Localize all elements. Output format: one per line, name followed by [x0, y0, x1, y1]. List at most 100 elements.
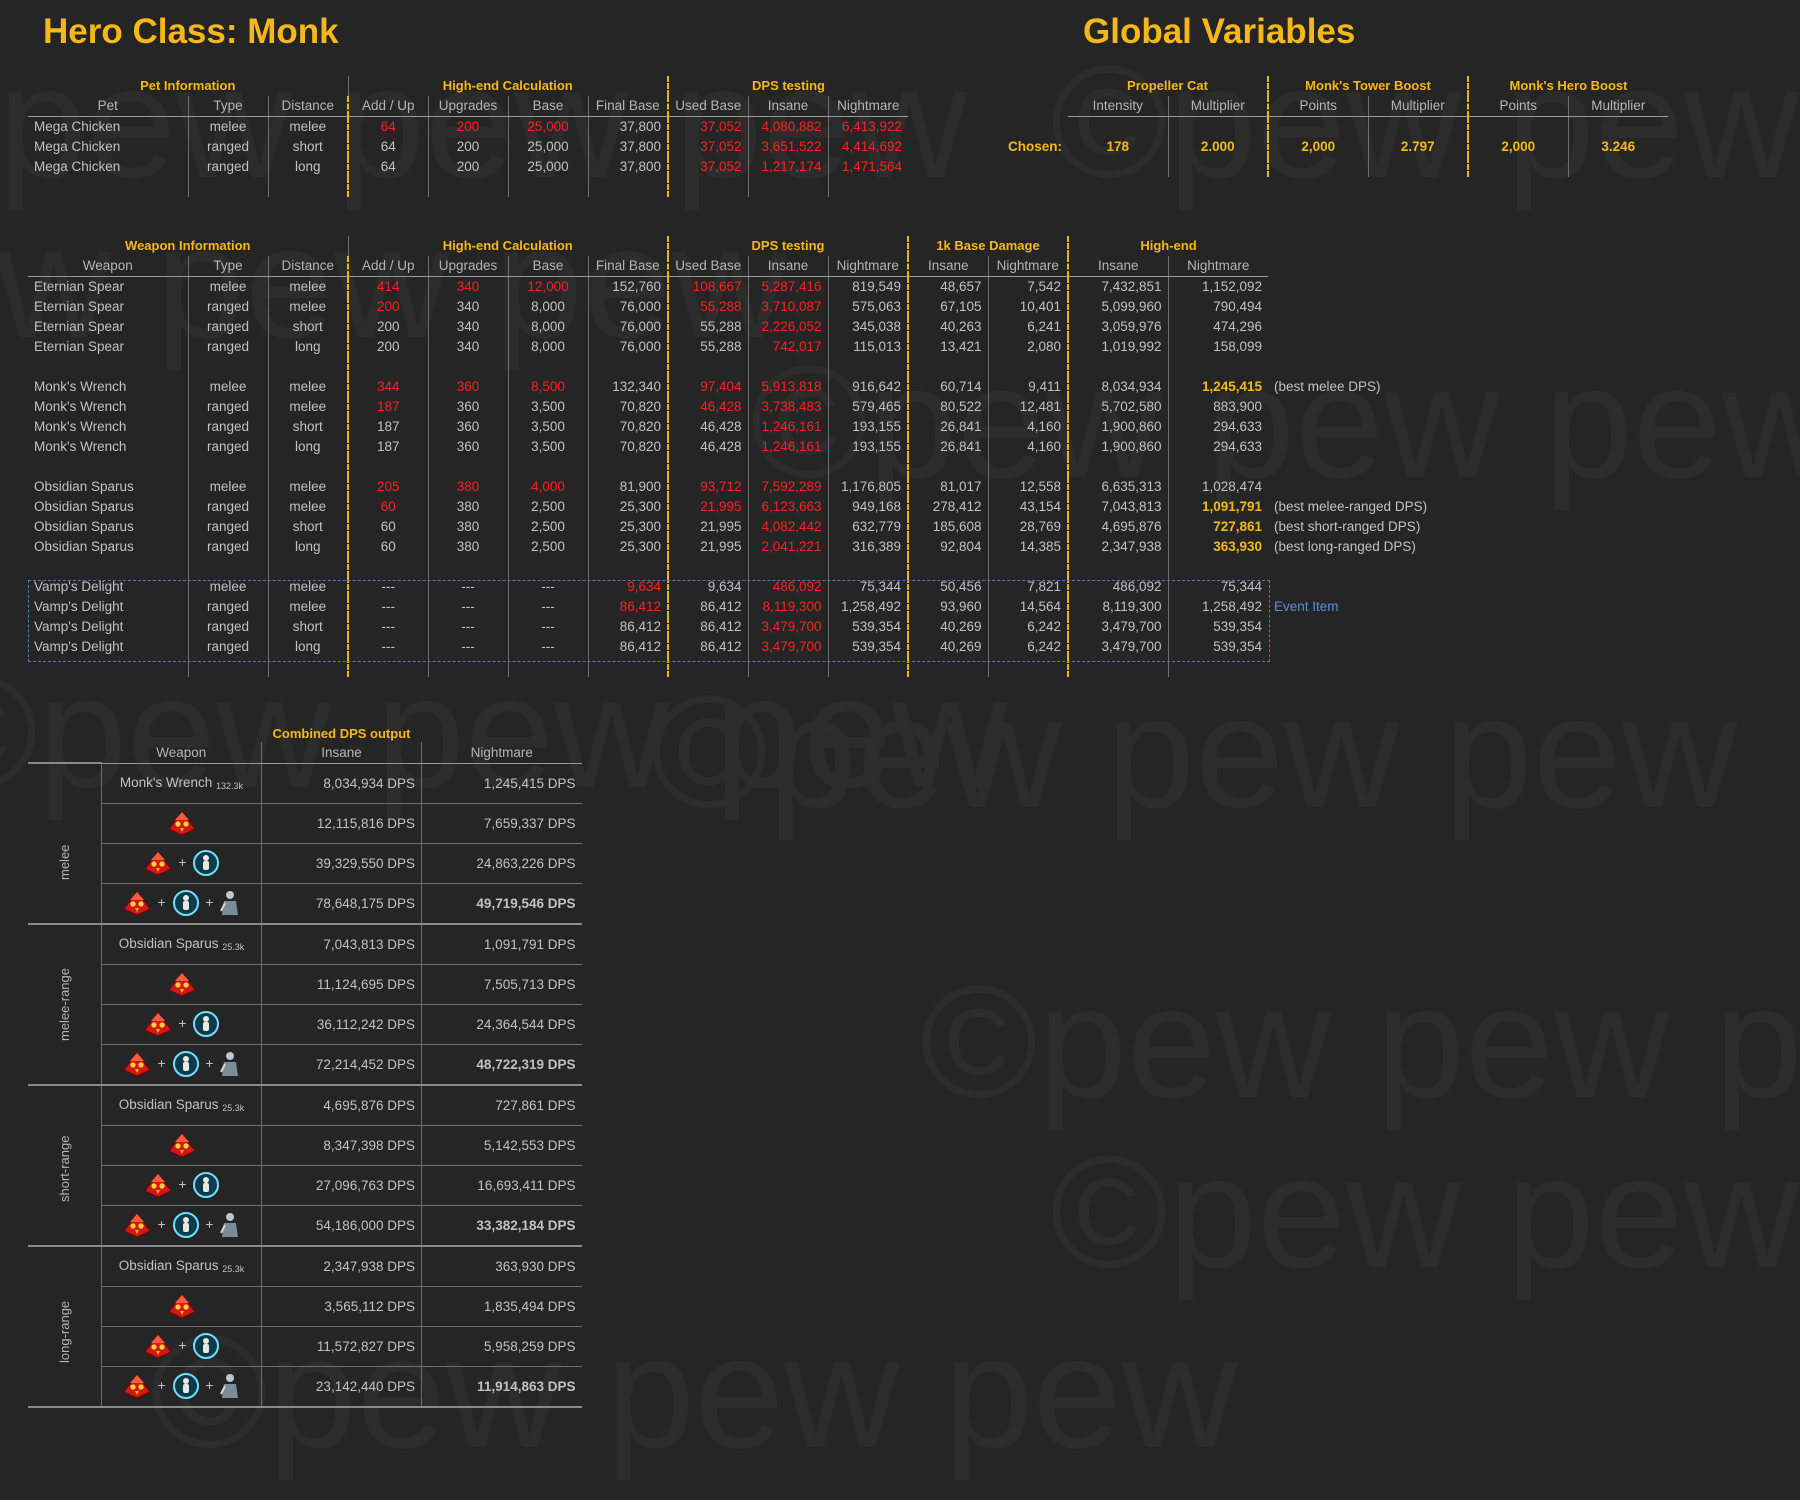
- pet-cell: 64: [348, 137, 429, 157]
- nightmare-dps: 24,863,226 DPS: [421, 843, 582, 884]
- spacer-cell: [1068, 557, 1169, 577]
- column-header: Points: [1268, 96, 1369, 117]
- weapon-cell: 43,154: [988, 497, 1069, 517]
- pet-cell: 64: [348, 116, 429, 137]
- column-header: Distance: [268, 256, 349, 277]
- weapon-row: Monk's Wrench ranged short 187 360 3,500 70,82…: [28, 417, 1468, 437]
- spacer-cell: [508, 557, 589, 577]
- weapon-cell: melee: [188, 477, 269, 497]
- nightmare-dps: 1,245,415 DPS: [421, 763, 582, 804]
- column-header: Nightmare: [988, 256, 1069, 277]
- spacer-cell: [968, 117, 1068, 138]
- weapon-cell: 60: [348, 497, 429, 517]
- weapon-cell: 278,412: [908, 497, 989, 517]
- weapon-cell: 1,900,860: [1068, 437, 1169, 457]
- weapon-cell: 185,608: [908, 517, 989, 537]
- column-header: Base: [508, 256, 589, 277]
- monk-hero-icon: [220, 1052, 239, 1076]
- spacer-cell: [268, 657, 349, 677]
- weapon-cell: 115,013: [828, 337, 909, 357]
- pet-cell: melee: [268, 116, 349, 137]
- weapon-cell: 3,059,976: [1068, 317, 1169, 337]
- spacer-cell: [968, 157, 1068, 177]
- weapon-cell: 70,820: [588, 437, 669, 457]
- best-note: [1268, 577, 1468, 597]
- weapon-cell: 193,155: [828, 437, 909, 457]
- spacer-cell: [1568, 157, 1668, 177]
- weapon-cell: 3,479,700: [748, 637, 829, 657]
- propeller-cat-icon: [193, 1011, 220, 1037]
- chosen-row: Chosen: 178 2.000 2,000 2.797 2,000 3.246: [968, 137, 1668, 157]
- section-high-end: High-end: [1140, 238, 1197, 253]
- weapon-cell: 579,465: [828, 397, 909, 417]
- combo-row: 3,565,112 DPS 1,835,494 DPS: [28, 1286, 582, 1327]
- plus-sign: +: [205, 1377, 214, 1393]
- weapon-cell: 9,634: [588, 577, 669, 597]
- weapon-cell: Monk's Wrench: [28, 397, 189, 417]
- spacer-cell: [748, 357, 829, 377]
- column-header: Add / Up: [348, 256, 429, 277]
- group-label: short-range: [57, 1135, 72, 1202]
- spacer-cell: [1068, 157, 1169, 177]
- spacer-cell: [268, 557, 349, 577]
- column-header: Multiplier: [1568, 96, 1668, 117]
- spacer-cell: [1268, 657, 1468, 677]
- weapon-cell: 345,038: [828, 317, 909, 337]
- spacer-cell: [1368, 157, 1469, 177]
- weapon-cell: ---: [428, 637, 509, 657]
- weapon-cell: 380: [428, 497, 509, 517]
- weapon-cell: 1,900,860: [1068, 417, 1169, 437]
- weapon-cell: 4,695,876: [1068, 517, 1169, 537]
- chosen-value: 2.000: [1168, 137, 1269, 157]
- spacer-cell: [188, 657, 269, 677]
- best-note: [1268, 617, 1468, 637]
- weapon-cell: 8,000: [508, 317, 589, 337]
- weapon-cell: ranged: [188, 497, 269, 517]
- combo-weapon-cell: + +: [101, 1044, 262, 1086]
- column-header: Insane: [1068, 256, 1169, 277]
- weapon-row: Obsidian Sparus ranged long 60 380 2,500 25,30…: [28, 537, 1468, 557]
- weapon-cell: 340: [428, 276, 509, 297]
- weapon-cell: 2,500: [508, 497, 589, 517]
- propeller-cat-icon: [172, 1373, 199, 1399]
- weapon-cell: 360: [428, 437, 509, 457]
- plus-sign: +: [178, 1337, 187, 1353]
- insane-dps: 23,142,440 DPS: [261, 1366, 422, 1408]
- weapon-cell: ---: [508, 637, 589, 657]
- weapon-cell: Monk's Wrench: [28, 377, 189, 397]
- weapon-cell: 6,242: [988, 637, 1069, 657]
- spacer-cell: [348, 557, 429, 577]
- weapon-cell: 883,900: [1213, 399, 1262, 414]
- weapon-cell: 80,522: [908, 397, 989, 417]
- weapon-cell: short: [268, 617, 349, 637]
- weapon-cell: 3,500: [508, 417, 589, 437]
- column-header: Weapon: [101, 742, 262, 764]
- pet-cell: 25,000: [508, 157, 589, 177]
- weapon-cell: melee: [268, 397, 349, 417]
- weapon-cell: 539,354: [1213, 619, 1262, 634]
- spacer-row: [28, 177, 908, 197]
- spacer-cell: [28, 557, 189, 577]
- weapon-cell: 97,404: [668, 377, 749, 397]
- best-note: [1268, 437, 1468, 457]
- spacer-cell: [508, 177, 589, 197]
- weapon-cell: 70,820: [588, 417, 669, 437]
- nightmare-dps: 33,382,184 DPS: [421, 1205, 582, 1247]
- spacer-cell: [188, 557, 269, 577]
- header-row: Pet Type Distance Add / Up Upgrades Base Final…: [28, 96, 908, 117]
- column-header: Nightmare: [828, 96, 908, 117]
- weapon-cell: 340: [428, 317, 509, 337]
- column-header: Pet: [28, 96, 189, 117]
- plus-sign: +: [178, 854, 187, 870]
- pet-cell: 37,800: [588, 157, 669, 177]
- spacer-cell: [1468, 116, 1569, 137]
- spacer-cell: [428, 457, 509, 477]
- column-header: Type: [188, 96, 269, 117]
- weapon-cell: 360: [428, 397, 509, 417]
- plus-sign: +: [157, 1055, 166, 1071]
- mega-chicken-icon: [122, 1213, 151, 1238]
- combo-weapon-cell: +: [101, 1004, 262, 1045]
- nightmare-dps: 16,693,411 DPS: [421, 1165, 582, 1206]
- spacer-cell: [1168, 657, 1268, 677]
- spacer-cell: [908, 557, 989, 577]
